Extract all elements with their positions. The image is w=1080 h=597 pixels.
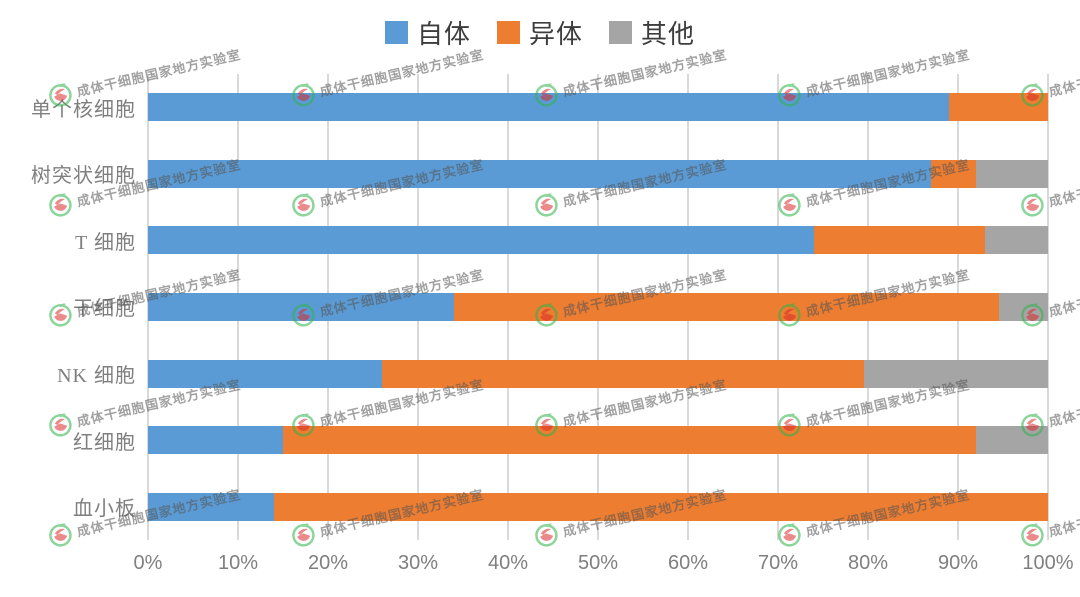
bar-segment-异体 bbox=[283, 426, 976, 455]
bar-segment-自体 bbox=[148, 492, 274, 521]
watermark-text: 成体干细胞国家地方实验室 bbox=[1047, 266, 1080, 319]
x-axis-labels: 0% 10% 20% 30% 40% 50% 60% 70% 80% 90% 100% bbox=[0, 552, 1080, 582]
bar-segment-异体 bbox=[931, 159, 976, 188]
stacked-bar bbox=[148, 93, 1048, 122]
bar-segment-异体 bbox=[382, 359, 864, 388]
stacked-bar bbox=[148, 492, 1048, 521]
legend-item-0: 自体 bbox=[384, 14, 471, 51]
watermark-text: 成体干细胞国家地方实验室 bbox=[1047, 376, 1080, 429]
legend-swatch-icon bbox=[609, 21, 632, 44]
x-axis-tick-label: 70% bbox=[757, 552, 799, 574]
bar-segment-自体 bbox=[148, 159, 931, 188]
y-axis-label: NK 细胞 bbox=[57, 365, 136, 388]
x-axis-tick-label: 10% bbox=[217, 552, 259, 574]
legend-label: 异体 bbox=[528, 19, 583, 49]
bar-segment-其他 bbox=[863, 359, 1048, 388]
legend-swatch-icon bbox=[496, 21, 520, 44]
y-axis-label: 单个核细胞 bbox=[31, 98, 136, 121]
y-axis-label: T 细胞 bbox=[75, 231, 136, 254]
watermark-text: 成体干细胞国家地方实验室 bbox=[1047, 486, 1080, 539]
bar-segment-异体 bbox=[814, 226, 985, 255]
x-axis-tick-label: 0% bbox=[133, 552, 163, 574]
gridline-100% bbox=[1047, 74, 1049, 540]
stacked-bar bbox=[148, 159, 1048, 188]
bar-segment-其他 bbox=[985, 226, 1048, 255]
watermark-text: 成体干细胞国家地方实验室 bbox=[1047, 156, 1080, 209]
stacked-bar bbox=[148, 426, 1048, 455]
bar-row-1 bbox=[148, 141, 1048, 208]
bar-segment-自体 bbox=[148, 93, 949, 122]
bar-segment-自体 bbox=[148, 226, 814, 255]
x-axis-tick-label: 60% bbox=[667, 552, 709, 574]
x-axis-tick-label: 90% bbox=[937, 552, 979, 574]
watermark-text: 成体干细胞国家地方实验室 bbox=[1047, 46, 1080, 99]
x-axis-tick-label: 40% bbox=[487, 552, 529, 574]
legend-item-1: 异体 bbox=[496, 14, 583, 51]
plot-area bbox=[147, 74, 1049, 540]
stacked-bar bbox=[148, 359, 1048, 388]
x-axis-tick-label: 100% bbox=[1022, 552, 1074, 574]
bar-segment-自体 bbox=[148, 426, 283, 455]
bar-row-0 bbox=[148, 74, 1048, 141]
y-axis-label: 红细胞 bbox=[73, 431, 136, 454]
bar-segment-异体 bbox=[274, 492, 1048, 521]
y-axis-label: 干细胞 bbox=[73, 298, 136, 321]
bar-segment-异体 bbox=[949, 93, 1048, 122]
stacked-bar bbox=[148, 292, 1048, 321]
bar-row-3 bbox=[148, 274, 1048, 341]
y-axis-label: 血小板 bbox=[73, 498, 136, 521]
stacked-bar bbox=[148, 226, 1048, 255]
y-axis-labels: 单个核细胞树突状细胞 T 细胞干细胞 NK 细胞红细胞血小板 bbox=[0, 74, 136, 540]
legend-label: 其他 bbox=[641, 19, 696, 49]
legend-item-2: 其他 bbox=[609, 14, 695, 51]
bar-segment-自体 bbox=[148, 292, 454, 321]
legend-label: 自体 bbox=[416, 19, 471, 49]
bar-row-4 bbox=[148, 340, 1048, 407]
bar-segment-其他 bbox=[976, 426, 1048, 455]
x-axis-tick-label: 30% bbox=[397, 552, 439, 574]
bar-row-5 bbox=[148, 407, 1048, 474]
x-axis-tick-label: 50% bbox=[577, 552, 619, 574]
bar-segment-自体 bbox=[148, 359, 382, 388]
bar-row-6 bbox=[148, 473, 1048, 540]
y-axis-label: 树突状细胞 bbox=[31, 165, 136, 188]
bar-segment-异体 bbox=[454, 292, 999, 321]
legend-swatch-icon bbox=[384, 21, 408, 44]
bar-row-2 bbox=[148, 207, 1048, 274]
bar-segment-其他 bbox=[998, 292, 1048, 321]
bar-segment-其他 bbox=[976, 159, 1048, 188]
x-axis-tick-label: 20% bbox=[307, 552, 349, 574]
chart-legend: 自体 异体 其他 bbox=[0, 14, 1080, 51]
x-axis-tick-label: 80% bbox=[847, 552, 889, 574]
